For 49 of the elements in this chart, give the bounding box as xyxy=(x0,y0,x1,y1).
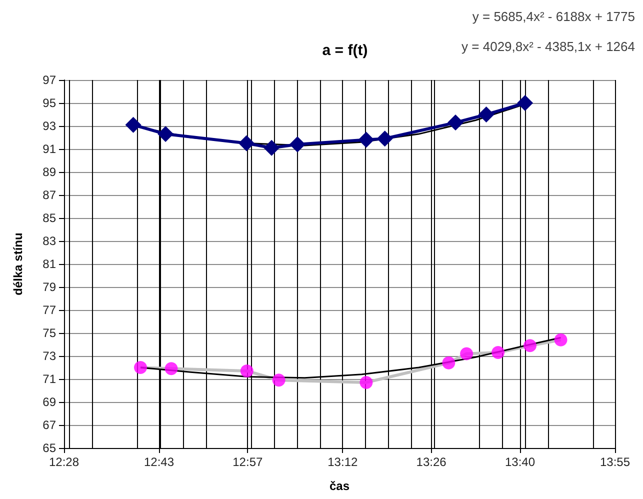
chart-title: a = f(t) xyxy=(322,42,368,59)
point xyxy=(492,346,505,360)
point xyxy=(478,106,494,122)
y-tick-label: 93 xyxy=(42,119,56,133)
text: y = 5685,4x² - 6188x + 1775 xyxy=(472,9,636,24)
x-tick-label: 13:40 xyxy=(504,455,536,469)
x-axis-title: čas xyxy=(329,479,350,493)
y-tick-label: 67 xyxy=(42,418,56,432)
text: y = 4029,8x² - 4385,1x + 1264 xyxy=(462,39,636,54)
point xyxy=(554,333,568,346)
point xyxy=(238,135,255,152)
y-axis-title: délka stínu xyxy=(11,232,25,296)
x-tick-label: 12:57 xyxy=(232,455,263,469)
point xyxy=(125,116,142,133)
point xyxy=(460,347,474,360)
y-tick-label: 97 xyxy=(42,73,56,87)
point xyxy=(272,374,286,387)
point xyxy=(240,364,254,378)
point xyxy=(164,362,178,376)
point xyxy=(448,114,464,131)
y-tick-label: 75 xyxy=(42,326,56,340)
y-tick-label: 85 xyxy=(42,211,56,225)
point xyxy=(517,95,534,111)
point xyxy=(158,126,174,142)
y-tick-label: 87 xyxy=(42,188,56,202)
point xyxy=(264,140,280,156)
x-tick-label: 13:55 xyxy=(600,455,630,469)
point xyxy=(360,376,373,389)
point xyxy=(134,361,147,374)
x-tick-label: 12:43 xyxy=(144,455,174,469)
x-tick-label: 12:28 xyxy=(48,455,80,469)
y-tick-label: 71 xyxy=(42,372,56,386)
point xyxy=(376,130,393,147)
y-tick-label: 81 xyxy=(42,257,56,271)
y-tick-label: 65 xyxy=(42,441,56,455)
point xyxy=(289,136,306,152)
y-tick-label: 79 xyxy=(42,280,56,294)
y-tick-label: 95 xyxy=(42,96,56,110)
point xyxy=(358,132,374,148)
y-tick-label: 77 xyxy=(42,303,56,317)
y-tick-label: 91 xyxy=(42,142,56,156)
y-tick-label: 83 xyxy=(42,234,56,248)
y-tick-label: 69 xyxy=(42,395,56,409)
point xyxy=(524,339,536,352)
y-tick-label: 89 xyxy=(42,165,56,179)
point xyxy=(442,356,456,370)
x-tick-label: 13:12 xyxy=(328,455,358,469)
x-tick-label: 13:26 xyxy=(416,455,447,469)
y-tick-label: 73 xyxy=(42,349,56,363)
